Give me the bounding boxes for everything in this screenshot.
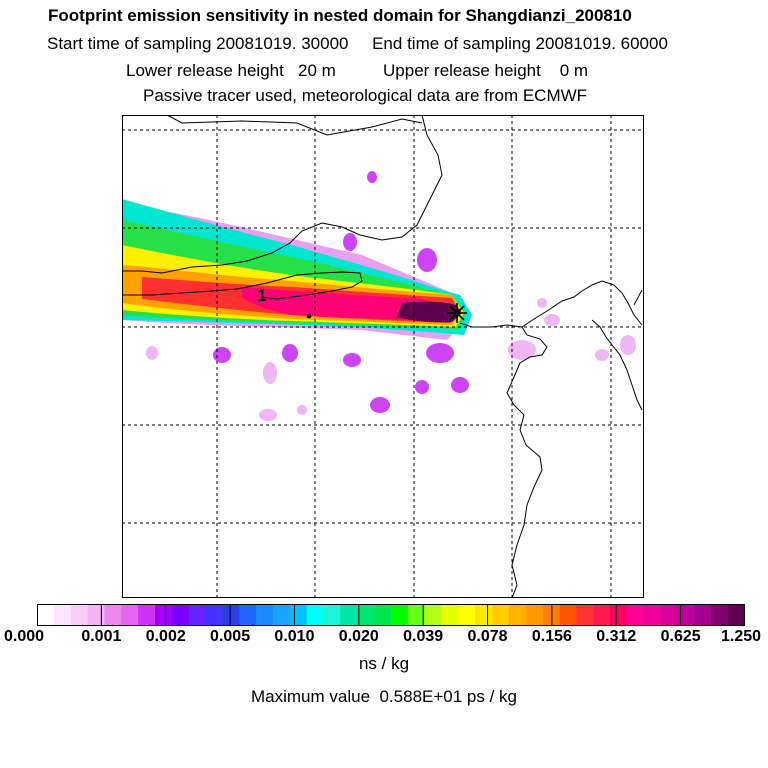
colorbar-swatch — [509, 604, 527, 626]
colorbar-swatch — [593, 604, 611, 626]
colorbar-swatch — [525, 604, 544, 626]
colorbar-swatch — [424, 604, 443, 626]
colorbar-tick-label: 0.005 — [210, 628, 251, 645]
colorbar-swatch — [374, 604, 392, 626]
colorbar-swatch — [273, 604, 291, 626]
colorbar-swatch — [492, 604, 510, 626]
border-line-3 — [122, 271, 363, 300]
colorbar-tick-labels: 0.000 0.001 0.002 0.005 0.010 0.020 0.039 0.078… — [0, 628, 768, 648]
colorbar-swatch — [576, 604, 594, 626]
colorbar-tick-label: 0.039 — [403, 628, 444, 645]
colorbar-swatch — [205, 604, 224, 626]
colorbar-swatch — [104, 604, 122, 626]
tracer-info-line: Passive tracer used, meteorological data… — [143, 86, 588, 105]
colorbar-swatch — [711, 604, 729, 626]
colorbar-tick-label: 0.078 — [467, 628, 508, 645]
colorbar-swatch — [357, 604, 375, 626]
colorbar-swatch — [660, 604, 679, 626]
colorbar-swatch — [87, 604, 106, 626]
border-line-2 — [122, 115, 443, 274]
coastline-japan — [633, 289, 643, 306]
coastline-korea — [591, 319, 643, 411]
release-label: 1 — [257, 286, 266, 305]
footprint-map: 1 — [122, 115, 644, 598]
colorbar-swatch — [256, 604, 274, 626]
colorbar-tick-label: 0.020 — [338, 628, 379, 645]
colorbar-swatch — [559, 604, 578, 626]
colorbar-swatch — [694, 604, 712, 626]
coastline-north — [521, 280, 643, 328]
colorbar-swatch — [171, 604, 190, 626]
colorbar-tick-label: 0.001 — [81, 628, 122, 645]
colorbar-swatch — [677, 604, 696, 626]
station-marker-icon — [447, 303, 467, 323]
colorbar-swatch — [610, 604, 628, 626]
colorbar — [37, 604, 745, 626]
colorbar-swatch — [155, 604, 173, 626]
colorbar-swatch — [643, 604, 662, 626]
colorbar-swatch — [222, 604, 240, 626]
colorbar-swatch — [138, 604, 156, 626]
release-height-line: Lower release height 20 m Upper release … — [126, 61, 589, 80]
colorbar-swatch — [340, 604, 358, 626]
colorbar-tick-label: 0.010 — [274, 628, 315, 645]
colorbar-tick-label: 0.156 — [531, 628, 572, 645]
colorbar-frame — [37, 604, 745, 626]
release-point-marker — [306, 313, 312, 319]
colorbar-swatch — [306, 604, 325, 626]
colorbar-swatch — [53, 604, 72, 626]
colorbar-swatch — [441, 604, 460, 626]
plume-core — [397, 301, 462, 323]
colorbar-swatch — [458, 604, 476, 626]
colorbar-swatch — [475, 604, 493, 626]
colorbar-swatch — [407, 604, 426, 626]
colorbar-units: ns / kg — [358, 654, 410, 673]
colorbar-tick-label: 1.250 — [720, 628, 762, 645]
colorbar-tick-label: 0.312 — [596, 628, 637, 645]
colorbar-tick-label: 0.000 — [3, 628, 45, 645]
colorbar-swatch — [188, 604, 207, 626]
plot-title: Footprint emission sensitivity in nested… — [48, 6, 632, 25]
colorbar-swatch — [627, 604, 645, 626]
colorbar-swatch — [728, 604, 745, 626]
colorbar-swatch — [323, 604, 342, 626]
coastline — [459, 322, 548, 598]
colorbar-swatch — [391, 604, 409, 626]
colorbar-swatch — [37, 604, 55, 626]
colorbar-swatch — [121, 604, 139, 626]
colorbar-swatch — [239, 604, 257, 626]
sampling-time-line: Start time of sampling 20081019. 30000 E… — [47, 34, 668, 53]
colorbar-tick-label: 0.625 — [660, 628, 701, 645]
border-line-1 — [166, 115, 423, 136]
maximum-value-label: Maximum value 0.588E+01 ps / kg — [251, 687, 517, 706]
colorbar-swatch — [70, 604, 89, 626]
colorbar-swatch — [289, 604, 308, 626]
colorbar-tick-label: 0.002 — [145, 628, 186, 645]
